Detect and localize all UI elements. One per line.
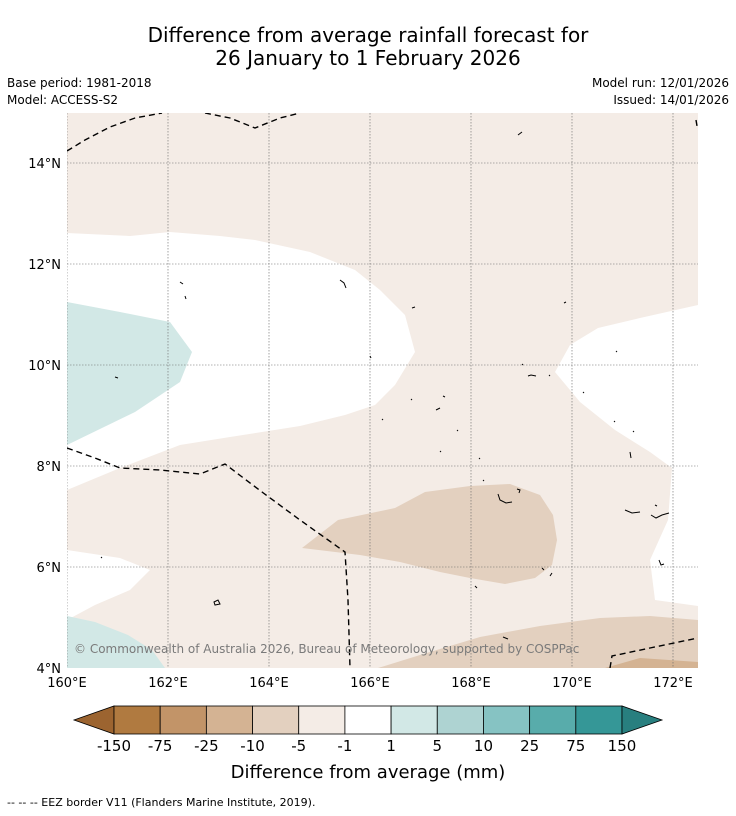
colorbar-tick-label: 150	[608, 737, 637, 755]
title-line-1: Difference from average rainfall forecas…	[147, 23, 589, 47]
colorbar-swatch-5	[298, 705, 346, 735]
colorbar-tick-label: 25	[520, 737, 539, 755]
colorbar-swatch-2	[159, 705, 207, 735]
lon-tick-170e: 170°E	[552, 676, 592, 691]
map-gridlines	[67, 113, 698, 668]
lat-tick-10n: 10°N	[28, 359, 61, 374]
eez-border-north	[67, 113, 163, 152]
colorbar-tick-label: 1	[386, 737, 396, 755]
colorbar-left-arrow	[72, 705, 115, 735]
map-area: © Commonwealth of Australia 2026, Bureau…	[67, 113, 698, 668]
colorbar-swatch-4	[252, 705, 300, 735]
colorbar-tick-label: -5	[291, 737, 306, 755]
island-outlines	[100, 131, 670, 640]
anomaly-region-dark-brown-southeast	[605, 658, 698, 668]
eez-border-northeast	[695, 119, 698, 127]
colorbar-tick-label: -25	[194, 737, 219, 755]
lat-tick-6n: 6°N	[37, 561, 62, 576]
lon-tick-160e: 160°E	[47, 676, 87, 691]
colorbar-swatch-6	[344, 705, 392, 735]
colorbar-tick-label: -10	[240, 737, 265, 755]
colorbar-right-arrow	[621, 705, 664, 735]
colorbar-swatch-11	[575, 705, 623, 735]
model-run-text: Model run: 12/01/2026	[591, 76, 729, 90]
longitude-tick-labels: 160°E 162°E 164°E 166°E 168°E 170°E 172°…	[47, 676, 693, 691]
colorbar-swatch-8	[436, 705, 484, 735]
copyright-text: © Commonwealth of Australia 2026, Bureau…	[74, 642, 579, 656]
anomaly-region-brown-central	[302, 484, 557, 584]
lat-tick-12n: 12°N	[28, 258, 61, 273]
colorbar-tick-label: -150	[97, 737, 131, 755]
colorbar-tick-label: 75	[566, 737, 585, 755]
anomaly-region-teal-southwest	[67, 616, 165, 668]
lat-tick-8n: 8°N	[37, 460, 62, 475]
colorbar-tick-label: 10	[474, 737, 493, 755]
lat-tick-4n: 4°N	[37, 662, 62, 677]
anomaly-region-brown-south	[378, 616, 698, 668]
colorbar-swatch-1	[113, 705, 161, 735]
eez-border-southeast	[609, 637, 698, 668]
colorbar-tick-label: 5	[432, 737, 442, 755]
issued-text: Issued: 14/01/2026	[613, 93, 729, 107]
eez-border-lines	[67, 113, 698, 668]
colorbar-tick-label: -75	[148, 737, 173, 755]
latitude-tick-labels: 14°N 12°N 10°N 8°N 6°N 4°N	[28, 157, 61, 677]
colorbar-tick-label: -1	[337, 737, 352, 755]
colorbar-swatch-7	[390, 705, 438, 735]
base-period-text: Base period: 1981-2018	[7, 76, 152, 90]
anomaly-region-teal-west	[67, 302, 192, 445]
colorbar-swatch-9	[483, 705, 531, 735]
lon-tick-162e: 162°E	[148, 676, 188, 691]
lon-tick-168e: 168°E	[451, 676, 491, 691]
colorbar-swatch-10	[529, 705, 577, 735]
lon-tick-172e: 172°E	[653, 676, 693, 691]
title-line-2: 26 January to 1 February 2026	[215, 46, 521, 70]
lat-tick-14n: 14°N	[28, 157, 61, 172]
eez-border-north-2	[204, 113, 301, 129]
model-text: Model: ACCESS-S2	[7, 93, 119, 107]
eez-border-west	[67, 447, 351, 668]
eez-legend-footer: -- -- -- EEZ border V11 (Flanders Marine…	[7, 796, 316, 809]
colorbar: -150 -75 -25 -10 -5 -1 1 5 10 25 75 150 Difference …	[72, 705, 664, 783]
lon-tick-166e: 166°E	[350, 676, 390, 691]
lon-tick-164e: 164°E	[249, 676, 289, 691]
colorbar-swatch-3	[205, 705, 253, 735]
colorbar-label: Difference from average (mm)	[231, 762, 506, 783]
